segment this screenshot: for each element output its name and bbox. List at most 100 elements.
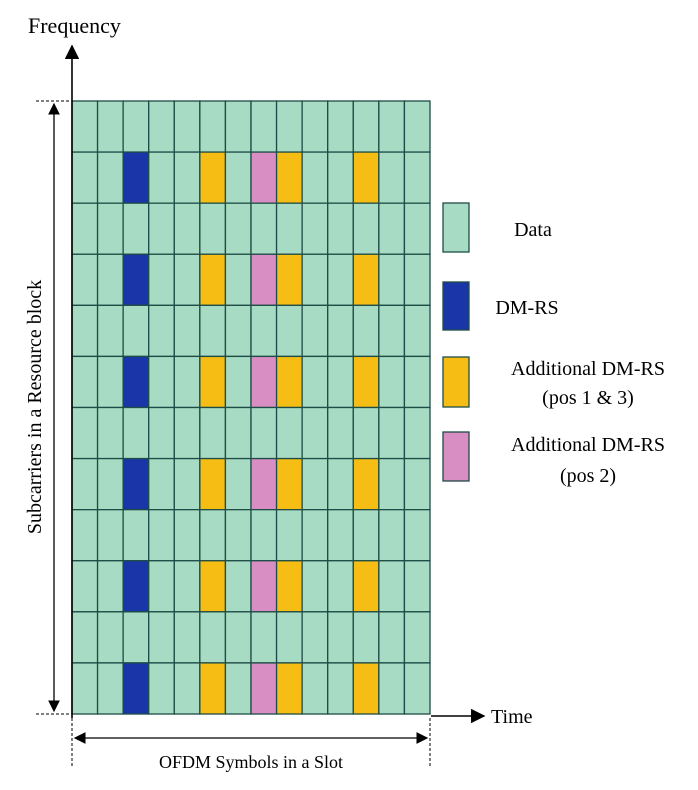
grid-cell-data	[71, 611, 99, 664]
grid-cell-data	[352, 304, 380, 358]
grid-cell-data	[378, 560, 406, 613]
grid-cell-data	[275, 611, 303, 664]
frequency-axis-label: Frequency	[28, 13, 121, 38]
grid-cell-add13	[199, 253, 227, 306]
grid-cell-data	[301, 355, 329, 409]
grid-cell-data	[250, 202, 278, 255]
grid-cell-data	[148, 100, 175, 153]
grid-cell-data	[250, 100, 278, 153]
grid-cell-data	[275, 100, 303, 153]
legend-swatch-dmrs	[442, 281, 470, 331]
grid-cell-data	[199, 304, 227, 358]
legend-label-additional-pos-1-3-line2: (pos 1 & 3)	[542, 387, 634, 409]
grid-cell-data	[352, 509, 380, 562]
grid-cell-data	[301, 611, 329, 664]
grid-cell-data	[378, 406, 406, 460]
grid-cell-data	[378, 100, 406, 153]
grid-cell-data	[173, 457, 201, 511]
grid-cell-data	[327, 406, 354, 460]
grid-cell-data	[173, 202, 201, 255]
grid-cell-data	[96, 406, 124, 460]
subcarrier-span-label: Subcarriers in a Resource block	[24, 280, 46, 534]
grid-cell-data	[327, 560, 354, 613]
grid-cell-add13	[352, 560, 380, 613]
grid-cell-dmrs	[122, 355, 150, 409]
grid-cell-add13	[352, 457, 380, 511]
legend-swatch-additional-pos-2	[442, 431, 470, 482]
grid-cell-data	[148, 304, 175, 358]
grid-cell-data	[148, 253, 175, 306]
grid-cell-add13	[199, 457, 227, 511]
grid-cell-dmrs	[122, 253, 150, 306]
grid-cell-data	[96, 151, 124, 204]
grid-cell-data	[352, 611, 380, 664]
legend-item-additional-pos-2: Additional DM-RS (pos 2)	[442, 431, 665, 487]
legend-label-additional-pos-2-line2: (pos 2)	[560, 465, 616, 487]
grid-cell-data	[301, 202, 329, 255]
grid-cell-data	[403, 662, 431, 715]
grid-cell-data	[71, 202, 99, 255]
grid-cell-add13	[275, 457, 303, 511]
grid-cell-data	[96, 560, 124, 613]
grid-cell-data	[148, 457, 175, 511]
grid-cell-add13	[199, 560, 227, 613]
grid-cell-add2	[250, 457, 278, 511]
grid-cell-data	[301, 100, 329, 153]
grid-cell-data	[173, 509, 201, 562]
grid-cell-data	[71, 253, 99, 306]
grid-cell-data	[301, 509, 329, 562]
grid-cell-add2	[250, 662, 278, 715]
grid-cell-data	[327, 202, 354, 255]
legend: Data DM-RS Additional DM-RS (pos 1 & 3) …	[442, 202, 665, 487]
grid-cell-data	[378, 457, 406, 511]
legend-item-data: Data	[442, 202, 552, 253]
grid-cell-data	[301, 662, 329, 715]
grid-cell-add13	[352, 253, 380, 306]
grid-cell-data	[327, 509, 354, 562]
grid-cell-data	[224, 151, 252, 204]
grid-cell-data	[327, 457, 354, 511]
grid-cell-data	[378, 151, 406, 204]
grid-cell-data	[122, 406, 150, 460]
grid-cell-data	[122, 509, 150, 562]
grid-cell-dmrs	[122, 560, 150, 613]
grid-cell-add13	[275, 151, 303, 204]
grid-cell-data	[403, 355, 431, 409]
grid-cell-data	[327, 151, 354, 204]
grid-cell-data	[250, 611, 278, 664]
grid-cell-data	[96, 304, 124, 358]
grid-cell-add13	[352, 151, 380, 204]
grid-cell-data	[122, 202, 150, 255]
grid-cell-data	[224, 662, 252, 715]
grid-cell-data	[250, 509, 278, 562]
grid-cell-data	[173, 560, 201, 613]
ofdm-span-label: OFDM Symbols in a Slot	[159, 752, 343, 772]
grid-cell-data	[378, 202, 406, 255]
legend-label-data: Data	[514, 219, 552, 241]
grid-cell-data	[378, 253, 406, 306]
grid-cell-data	[199, 509, 227, 562]
grid-cell-data	[122, 611, 150, 664]
grid-cell-data	[224, 560, 252, 613]
grid-cell-add2	[250, 560, 278, 613]
grid-cell-add13	[275, 253, 303, 306]
grid-cell-data	[403, 253, 431, 306]
grid-cell-data	[224, 253, 252, 306]
grid-cell-data	[301, 151, 329, 204]
grid-cell-data	[327, 253, 354, 306]
grid-cell-data	[173, 253, 201, 306]
time-axis-label: Time	[491, 706, 533, 728]
grid-cell-data	[148, 406, 175, 460]
grid-cell-data	[148, 202, 175, 255]
grid-cell-add2	[250, 355, 278, 409]
grid-cell-data	[96, 662, 124, 715]
grid-cell-data	[403, 560, 431, 613]
grid-cell-data	[224, 304, 252, 358]
legend-label-dmrs: DM-RS	[495, 297, 558, 319]
grid-cell-data	[378, 662, 406, 715]
grid-cell-data	[403, 202, 431, 255]
grid-cell-data	[378, 611, 406, 664]
grid-cell-data	[173, 100, 201, 153]
grid-cell-data	[71, 355, 99, 409]
